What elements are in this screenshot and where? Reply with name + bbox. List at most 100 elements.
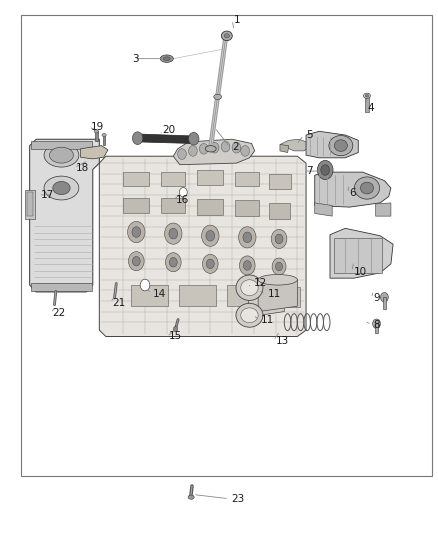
Bar bbox=[31, 283, 92, 291]
Polygon shape bbox=[280, 144, 289, 152]
Ellipse shape bbox=[334, 140, 347, 151]
Polygon shape bbox=[99, 156, 306, 336]
Polygon shape bbox=[306, 131, 358, 158]
Text: 15: 15 bbox=[169, 332, 182, 342]
Polygon shape bbox=[330, 228, 393, 278]
Circle shape bbox=[170, 257, 177, 267]
Polygon shape bbox=[376, 203, 391, 216]
Circle shape bbox=[321, 165, 329, 175]
Bar bbox=[103, 135, 106, 144]
Bar bbox=[383, 297, 386, 309]
Text: 4: 4 bbox=[367, 103, 374, 114]
Circle shape bbox=[221, 141, 230, 152]
Polygon shape bbox=[173, 139, 254, 165]
Bar bbox=[21, 14, 432, 476]
Text: 9: 9 bbox=[374, 293, 380, 303]
Ellipse shape bbox=[94, 130, 99, 133]
Circle shape bbox=[318, 160, 333, 180]
Circle shape bbox=[201, 225, 219, 246]
Text: 16: 16 bbox=[176, 195, 189, 205]
Circle shape bbox=[128, 252, 144, 271]
Bar bbox=[269, 287, 300, 308]
Text: 18: 18 bbox=[76, 163, 89, 173]
Polygon shape bbox=[280, 139, 308, 151]
Ellipse shape bbox=[205, 146, 216, 152]
Ellipse shape bbox=[236, 303, 263, 327]
Circle shape bbox=[232, 142, 241, 153]
Bar bbox=[235, 172, 259, 187]
Ellipse shape bbox=[329, 135, 353, 156]
Text: 2: 2 bbox=[232, 142, 239, 152]
Circle shape bbox=[206, 259, 214, 269]
Circle shape bbox=[178, 149, 186, 159]
Text: 1: 1 bbox=[234, 15, 241, 25]
Ellipse shape bbox=[44, 176, 79, 200]
Text: 20: 20 bbox=[162, 125, 176, 135]
Circle shape bbox=[202, 254, 218, 273]
Bar bbox=[365, 96, 369, 112]
Circle shape bbox=[188, 146, 197, 156]
Circle shape bbox=[199, 143, 208, 154]
Text: 23: 23 bbox=[231, 494, 244, 504]
Circle shape bbox=[166, 253, 181, 272]
Ellipse shape bbox=[236, 275, 263, 301]
Bar bbox=[161, 172, 185, 187]
Bar bbox=[123, 172, 149, 187]
Circle shape bbox=[132, 227, 141, 237]
Text: 21: 21 bbox=[113, 297, 126, 308]
Circle shape bbox=[240, 256, 255, 275]
Polygon shape bbox=[134, 134, 197, 143]
Ellipse shape bbox=[241, 280, 258, 296]
Bar bbox=[179, 285, 216, 306]
Ellipse shape bbox=[221, 31, 232, 41]
Circle shape bbox=[241, 146, 250, 156]
Text: 3: 3 bbox=[132, 54, 138, 63]
Bar bbox=[197, 199, 223, 215]
Ellipse shape bbox=[354, 177, 380, 199]
Text: 22: 22 bbox=[53, 308, 66, 318]
Text: 8: 8 bbox=[374, 320, 380, 330]
Text: 11: 11 bbox=[261, 314, 275, 325]
Circle shape bbox=[243, 232, 252, 243]
Ellipse shape bbox=[224, 34, 230, 38]
Bar bbox=[161, 198, 185, 214]
Circle shape bbox=[244, 261, 251, 270]
Text: 10: 10 bbox=[354, 267, 367, 277]
Circle shape bbox=[276, 262, 283, 271]
Bar bbox=[131, 285, 168, 306]
Circle shape bbox=[271, 229, 287, 248]
Bar bbox=[235, 200, 259, 216]
Ellipse shape bbox=[364, 93, 371, 99]
Text: 11: 11 bbox=[268, 289, 281, 299]
Text: 7: 7 bbox=[306, 166, 313, 176]
Ellipse shape bbox=[241, 308, 258, 322]
Circle shape bbox=[272, 258, 286, 275]
Circle shape bbox=[206, 230, 215, 241]
Ellipse shape bbox=[258, 274, 297, 285]
Circle shape bbox=[132, 256, 140, 266]
Bar bbox=[123, 198, 149, 214]
Ellipse shape bbox=[160, 55, 173, 62]
Circle shape bbox=[373, 319, 381, 328]
Circle shape bbox=[140, 279, 150, 291]
Ellipse shape bbox=[360, 182, 374, 194]
Bar bbox=[268, 203, 290, 219]
Text: 13: 13 bbox=[276, 336, 289, 346]
Bar bbox=[31, 141, 92, 149]
Circle shape bbox=[169, 228, 178, 239]
Circle shape bbox=[127, 221, 145, 243]
Text: 14: 14 bbox=[153, 289, 166, 299]
Circle shape bbox=[239, 227, 256, 248]
Circle shape bbox=[180, 188, 187, 197]
Bar bbox=[334, 238, 382, 273]
Circle shape bbox=[165, 223, 182, 244]
Ellipse shape bbox=[214, 94, 222, 100]
Bar bbox=[226, 285, 264, 306]
Text: 17: 17 bbox=[41, 190, 54, 200]
Circle shape bbox=[210, 142, 219, 153]
Circle shape bbox=[132, 132, 143, 144]
Polygon shape bbox=[258, 280, 297, 312]
Ellipse shape bbox=[365, 94, 369, 97]
Ellipse shape bbox=[53, 181, 70, 195]
Ellipse shape bbox=[163, 57, 170, 61]
